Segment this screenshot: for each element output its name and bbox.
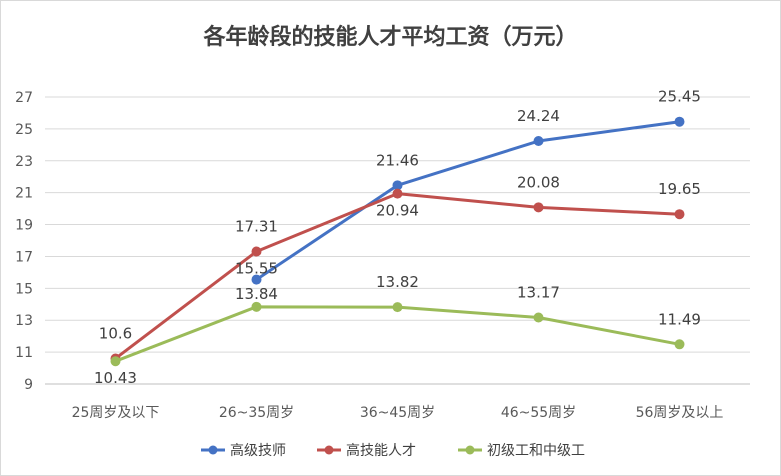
data-label: 19.65 [658, 180, 701, 198]
x-tick-label: 25周岁及以下 [72, 405, 160, 421]
y-tick-label: 15 [15, 281, 33, 297]
data-label: 20.94 [376, 202, 419, 220]
y-tick-label: 25 [15, 122, 33, 138]
series-group [110, 116, 685, 367]
gridlines [45, 96, 750, 385]
data-label: 11.49 [658, 310, 701, 328]
data-label: 13.17 [517, 284, 560, 302]
legend-label: 高技能人才 [346, 442, 416, 459]
x-tick-label: 26~35周岁 [219, 405, 294, 421]
x-axis: 25周岁及以下 26~35周岁 36~45周岁 46~55周岁 56周岁及以上 [72, 405, 724, 421]
series-line [114, 305, 680, 363]
data-point [533, 312, 544, 323]
data-label: 10.43 [94, 369, 137, 387]
data-point [392, 188, 403, 199]
data-point [110, 356, 121, 367]
data-label: 24.24 [517, 107, 560, 125]
data-label: 10.6 [99, 324, 132, 342]
chart-title: 各年龄段的技能人才平均工资（万元） [203, 25, 578, 50]
data-labels: 15.55 21.46 24.24 25.45 10.6 17.31 20.94 20.08 1… [94, 88, 701, 387]
y-tick-label: 17 [15, 249, 33, 265]
data-label: 15.55 [235, 260, 278, 278]
y-axis: 9 11 13 15 17 19 21 23 25 27 [15, 90, 33, 393]
data-label: 13.82 [376, 273, 419, 291]
data-point [392, 180, 403, 191]
legend-item[interactable]: 高技能人才 [317, 442, 416, 459]
legend[interactable]: 高级技师 高技能人才 初级工和中级工 [201, 442, 585, 459]
data-label: 21.46 [376, 151, 419, 169]
x-tick-label: 36~45周岁 [360, 405, 435, 421]
legend-label: 初级工和中级工 [487, 442, 585, 459]
y-tick-label: 9 [24, 377, 33, 393]
y-tick-label: 21 [15, 186, 33, 202]
data-point [251, 301, 262, 312]
data-point [674, 209, 685, 220]
x-tick-label: 46~55周岁 [501, 405, 576, 421]
data-point [674, 116, 685, 127]
legend-swatch-marker [465, 445, 475, 455]
data-label: 25.45 [658, 88, 701, 106]
data-point [533, 202, 544, 213]
data-point [251, 274, 262, 285]
legend-swatch-marker [208, 445, 218, 455]
series-line [255, 120, 680, 281]
y-tick-label: 13 [15, 313, 33, 329]
legend-item[interactable]: 初级工和中级工 [458, 442, 585, 459]
data-point [251, 246, 262, 257]
y-tick-label: 11 [15, 345, 33, 361]
data-point [392, 302, 403, 313]
x-tick-label: 56周岁及以上 [636, 405, 724, 421]
y-tick-label: 19 [15, 218, 33, 234]
legend-item[interactable]: 高级技师 [201, 442, 286, 459]
data-point [533, 136, 544, 147]
legend-swatch-marker [324, 445, 334, 455]
data-point [674, 339, 685, 350]
data-label: 20.08 [517, 173, 560, 191]
y-tick-label: 23 [15, 154, 33, 170]
legend-label: 高级技师 [230, 442, 286, 459]
y-tick-label: 27 [15, 90, 33, 106]
data-label: 13.84 [235, 285, 278, 303]
data-label: 17.31 [235, 218, 278, 236]
